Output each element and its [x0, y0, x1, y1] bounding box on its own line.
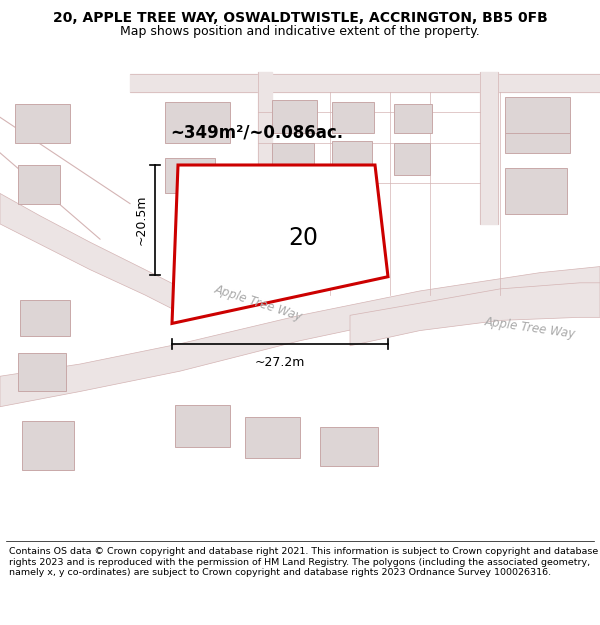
- Text: Apple Tree Way: Apple Tree Way: [484, 314, 577, 341]
- Text: 20, APPLE TREE WAY, OSWALDTWISTLE, ACCRINGTON, BB5 0FB: 20, APPLE TREE WAY, OSWALDTWISTLE, ACCRI…: [53, 11, 547, 25]
- Bar: [15, 104, 70, 142]
- Text: Apple Tree Way: Apple Tree Way: [212, 282, 304, 324]
- Polygon shape: [172, 165, 388, 324]
- Bar: [332, 102, 374, 132]
- Text: ~20.5m: ~20.5m: [134, 194, 148, 245]
- Text: 20: 20: [288, 226, 318, 249]
- Bar: [245, 417, 300, 457]
- Bar: [272, 100, 317, 132]
- Bar: [320, 427, 378, 466]
- Polygon shape: [350, 282, 600, 346]
- Bar: [505, 168, 567, 214]
- Text: Map shows position and indicative extent of the property.: Map shows position and indicative extent…: [120, 26, 480, 39]
- Bar: [20, 300, 70, 336]
- Text: ~349m²/~0.086ac.: ~349m²/~0.086ac.: [170, 124, 343, 141]
- Bar: [165, 102, 230, 142]
- Bar: [18, 353, 66, 391]
- Bar: [165, 158, 215, 194]
- Bar: [238, 188, 333, 239]
- Bar: [332, 141, 372, 173]
- Bar: [505, 97, 570, 132]
- Polygon shape: [0, 266, 600, 407]
- Bar: [394, 104, 432, 132]
- Bar: [272, 142, 314, 178]
- Text: ~27.2m: ~27.2m: [255, 356, 305, 369]
- Bar: [394, 142, 430, 175]
- Bar: [175, 405, 230, 448]
- Polygon shape: [0, 194, 175, 310]
- Bar: [22, 421, 74, 470]
- Text: Contains OS data © Crown copyright and database right 2021. This information is : Contains OS data © Crown copyright and d…: [9, 548, 598, 577]
- Bar: [18, 165, 60, 204]
- Bar: [505, 114, 570, 152]
